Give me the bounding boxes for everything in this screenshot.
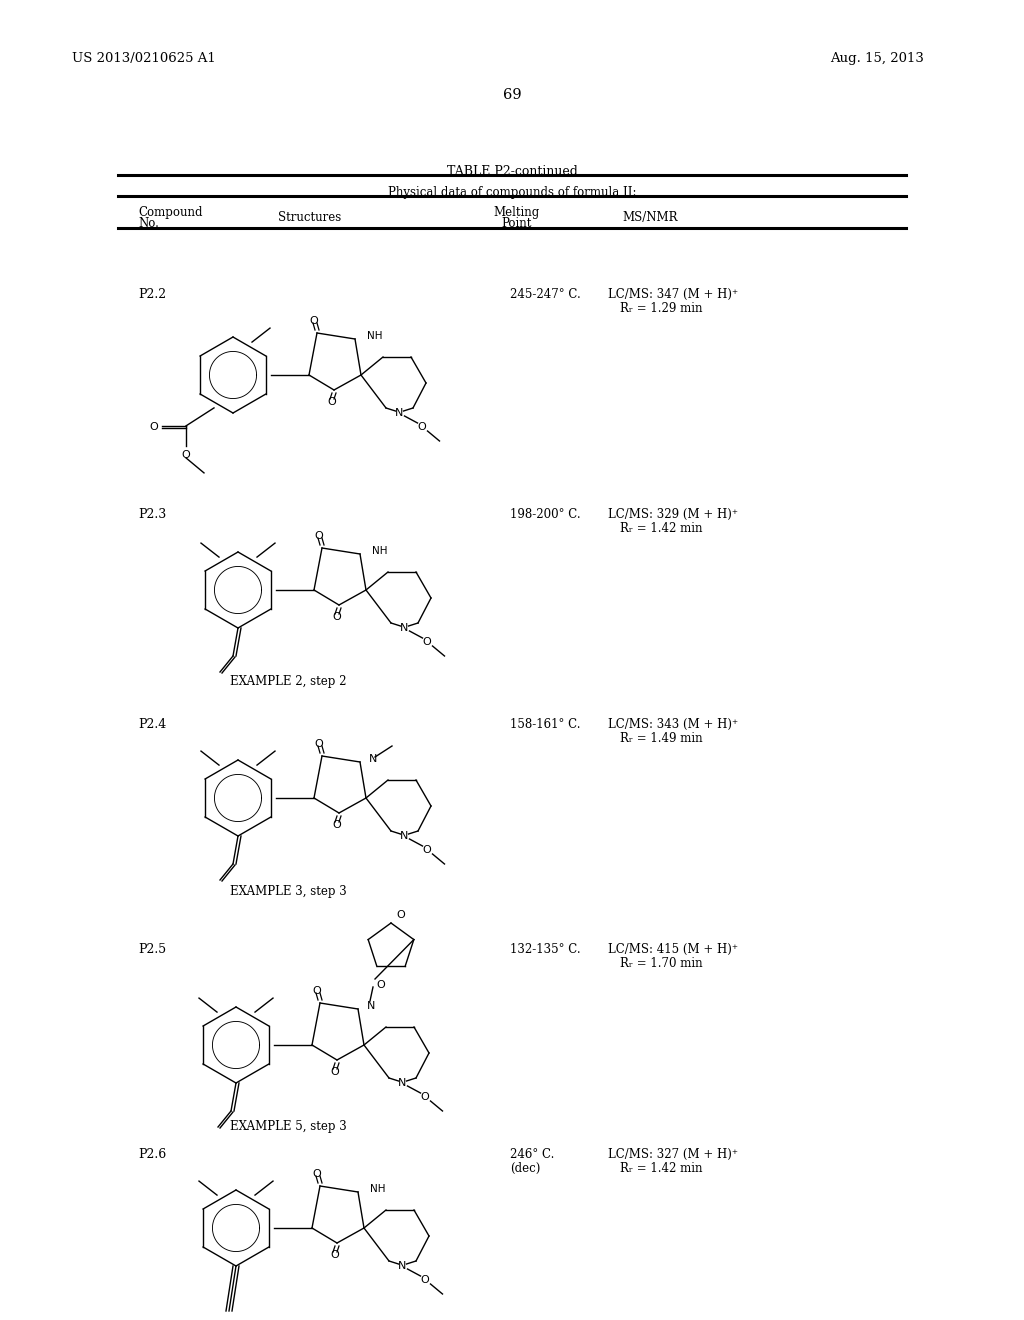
- Text: O: O: [150, 422, 158, 432]
- Text: Rᵣ = 1.42 min: Rᵣ = 1.42 min: [620, 1162, 702, 1175]
- Text: O: O: [331, 1067, 339, 1077]
- Text: O: O: [376, 979, 385, 990]
- Text: EXAMPLE 3, step 3: EXAMPLE 3, step 3: [230, 884, 347, 898]
- Text: N: N: [398, 1261, 407, 1271]
- Text: Rᵣ = 1.29 min: Rᵣ = 1.29 min: [620, 302, 702, 315]
- Text: LC/MS: 347 (M + H)⁺: LC/MS: 347 (M + H)⁺: [608, 288, 738, 301]
- Text: LC/MS: 343 (M + H)⁺: LC/MS: 343 (M + H)⁺: [608, 718, 738, 731]
- Text: P2.6: P2.6: [138, 1148, 166, 1162]
- Text: O: O: [333, 612, 341, 622]
- Text: Compound: Compound: [138, 206, 203, 219]
- Text: O: O: [309, 315, 318, 326]
- Text: P2.4: P2.4: [138, 718, 166, 731]
- Text: EXAMPLE 2, step 2: EXAMPLE 2, step 2: [230, 675, 346, 688]
- Text: Melting: Melting: [494, 206, 540, 219]
- Text: 245-247° C.: 245-247° C.: [510, 288, 581, 301]
- Text: P2.2: P2.2: [138, 288, 166, 301]
- Text: O: O: [314, 531, 324, 541]
- Text: Rᵣ = 1.42 min: Rᵣ = 1.42 min: [620, 521, 702, 535]
- Text: P2.3: P2.3: [138, 508, 166, 521]
- Text: O: O: [328, 397, 336, 407]
- Text: LC/MS: 327 (M + H)⁺: LC/MS: 327 (M + H)⁺: [608, 1148, 738, 1162]
- Text: EXAMPLE 5, step 3: EXAMPLE 5, step 3: [230, 1119, 347, 1133]
- Text: LC/MS: 415 (M + H)⁺: LC/MS: 415 (M + H)⁺: [608, 942, 738, 956]
- Text: MS/NMR: MS/NMR: [623, 211, 678, 224]
- Text: Rᵣ = 1.49 min: Rᵣ = 1.49 min: [620, 733, 702, 744]
- Text: TABLE P2-continued: TABLE P2-continued: [446, 165, 578, 178]
- Text: O: O: [333, 820, 341, 830]
- Text: O: O: [312, 986, 322, 997]
- Text: O: O: [314, 739, 324, 748]
- Text: N: N: [395, 408, 403, 418]
- Text: O: O: [420, 1275, 429, 1284]
- Text: US 2013/0210625 A1: US 2013/0210625 A1: [72, 51, 216, 65]
- Text: 198-200° C.: 198-200° C.: [510, 508, 581, 521]
- Text: (dec): (dec): [510, 1162, 541, 1175]
- Text: P2.5: P2.5: [138, 942, 166, 956]
- Text: Point: Point: [502, 216, 532, 230]
- Text: NH: NH: [372, 546, 387, 556]
- Text: O: O: [181, 450, 190, 459]
- Text: O: O: [417, 422, 426, 432]
- Text: 132-135° C.: 132-135° C.: [510, 942, 581, 956]
- Text: 246° C.: 246° C.: [510, 1148, 554, 1162]
- Text: O: O: [312, 1170, 322, 1179]
- Text: 69: 69: [503, 88, 521, 102]
- Text: O: O: [420, 1092, 429, 1102]
- Text: N: N: [369, 754, 378, 764]
- Text: 158-161° C.: 158-161° C.: [510, 718, 581, 731]
- Text: Aug. 15, 2013: Aug. 15, 2013: [830, 51, 924, 65]
- Text: NH: NH: [370, 1184, 385, 1195]
- Text: No.: No.: [138, 216, 159, 230]
- Text: O: O: [422, 638, 431, 647]
- Text: NH: NH: [367, 331, 383, 341]
- Text: O: O: [331, 1250, 339, 1261]
- Text: N: N: [398, 1078, 407, 1088]
- Text: Rᵣ = 1.70 min: Rᵣ = 1.70 min: [620, 957, 702, 970]
- Text: N: N: [367, 1001, 376, 1011]
- Text: O: O: [422, 845, 431, 855]
- Text: O: O: [396, 909, 404, 920]
- Text: LC/MS: 329 (M + H)⁺: LC/MS: 329 (M + H)⁺: [608, 508, 738, 521]
- Text: Physical data of compounds of formula II:: Physical data of compounds of formula II…: [388, 186, 636, 199]
- Text: Structures: Structures: [279, 211, 342, 224]
- Text: N: N: [400, 623, 409, 634]
- Text: N: N: [400, 832, 409, 841]
